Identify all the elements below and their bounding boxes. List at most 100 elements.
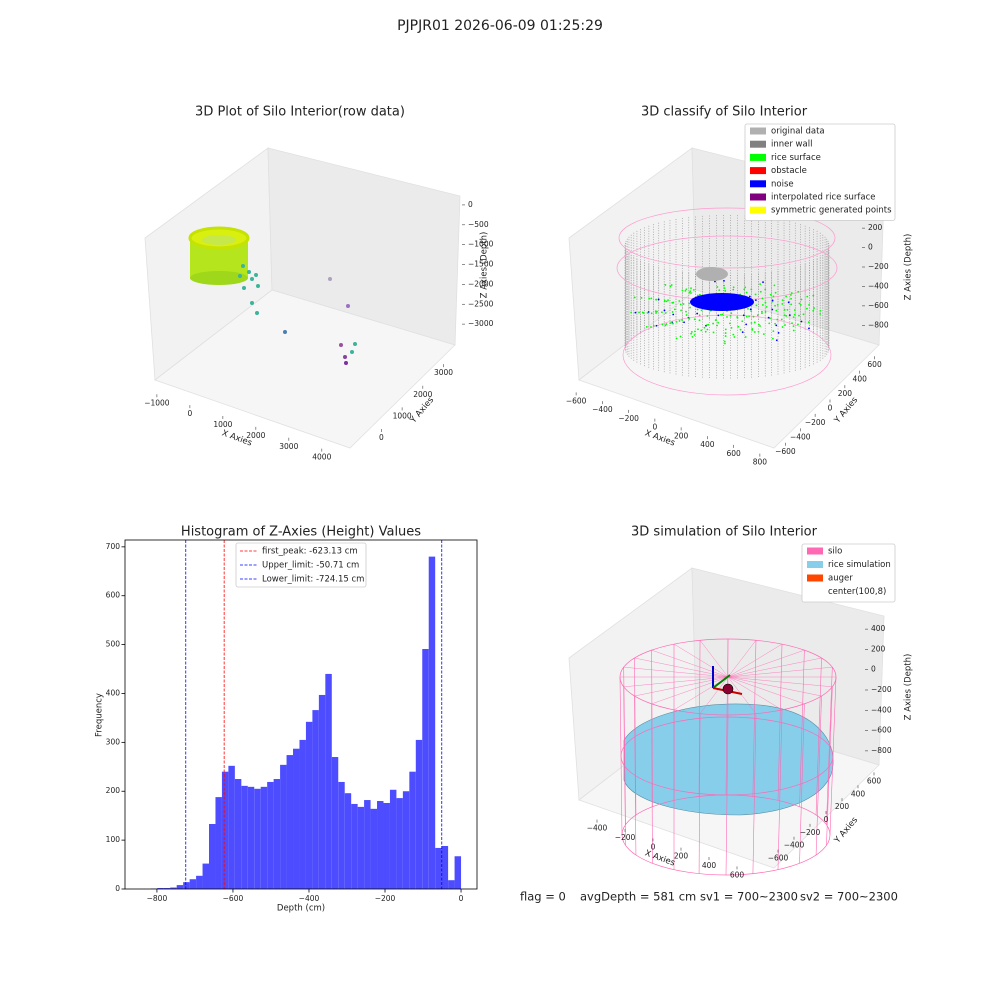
dot bbox=[724, 335, 727, 337]
y-tick-label: −200 bbox=[800, 828, 821, 837]
dot bbox=[685, 310, 687, 313]
bar bbox=[357, 806, 365, 889]
dot bbox=[648, 297, 651, 300]
dot bbox=[698, 314, 701, 317]
dot bbox=[756, 314, 759, 317]
dot bbox=[680, 309, 682, 312]
dot bbox=[762, 333, 765, 336]
x-tick-label: −200 bbox=[618, 414, 639, 423]
wall-ring bbox=[622, 314, 832, 396]
dot bbox=[675, 337, 678, 340]
dot bbox=[690, 332, 693, 335]
dot bbox=[781, 326, 784, 328]
legend-label: Upper_limit: -50.71 cm bbox=[262, 561, 359, 571]
dot bbox=[655, 298, 658, 301]
bar bbox=[247, 786, 255, 889]
legend-swatch bbox=[750, 180, 766, 188]
dot bbox=[663, 300, 666, 303]
dot bbox=[723, 279, 725, 282]
dot bbox=[771, 337, 774, 340]
dot bbox=[630, 311, 633, 314]
bar bbox=[157, 888, 164, 889]
dot bbox=[799, 304, 802, 306]
legend-swatch bbox=[750, 127, 766, 135]
silo-wire bbox=[727, 676, 805, 705]
y-tick-label: 200 bbox=[106, 786, 121, 795]
chart-title: Histogram of Z-Axies (Height) Values bbox=[181, 525, 421, 540]
dot bbox=[750, 288, 753, 291]
legend-swatch bbox=[750, 193, 766, 201]
dot bbox=[678, 320, 681, 322]
dot bbox=[717, 314, 720, 317]
dot bbox=[793, 309, 796, 311]
dot bbox=[669, 285, 672, 288]
y-axis-label: Frequency bbox=[95, 693, 105, 737]
dot bbox=[724, 332, 727, 334]
dot bbox=[657, 298, 660, 301]
bar bbox=[435, 847, 442, 889]
x-tick-label: 0 bbox=[459, 894, 464, 903]
silo-wire bbox=[651, 676, 729, 705]
dot bbox=[798, 302, 801, 305]
dot bbox=[663, 309, 666, 312]
dot bbox=[642, 312, 645, 314]
dot bbox=[773, 284, 776, 287]
bar bbox=[312, 710, 319, 889]
dot bbox=[759, 290, 762, 293]
dot bbox=[781, 303, 784, 305]
legend-label: rice surface bbox=[771, 153, 821, 163]
dot bbox=[638, 311, 640, 314]
bar bbox=[234, 779, 242, 889]
dot bbox=[690, 287, 692, 290]
dot bbox=[769, 293, 772, 296]
dot bbox=[670, 284, 673, 286]
y-tick-label: 100 bbox=[106, 835, 121, 844]
bar bbox=[273, 779, 281, 889]
dot bbox=[698, 293, 701, 296]
bar bbox=[254, 788, 261, 889]
y-tick-label: 700 bbox=[106, 542, 121, 551]
x-tick-label: −800 bbox=[147, 894, 168, 903]
dot bbox=[667, 299, 669, 302]
z-tick-label: −1500 bbox=[468, 260, 494, 269]
x-tick-label: 0 bbox=[652, 423, 657, 432]
dot bbox=[771, 308, 774, 311]
dot bbox=[698, 319, 701, 322]
legend-label: center(100,8) bbox=[828, 587, 886, 597]
x-tick-label: 0 bbox=[187, 409, 192, 418]
dot bbox=[750, 322, 753, 324]
dot bbox=[757, 323, 760, 326]
bar bbox=[370, 808, 378, 889]
dot bbox=[753, 321, 756, 324]
dot bbox=[808, 303, 810, 306]
dot bbox=[797, 323, 799, 326]
dot bbox=[716, 324, 718, 327]
z-tick-label: 400 bbox=[871, 624, 886, 633]
z-tick-label: −500 bbox=[468, 220, 489, 229]
dot bbox=[800, 320, 803, 323]
dot bbox=[724, 342, 726, 345]
dot bbox=[664, 324, 667, 327]
silo-wire bbox=[727, 657, 822, 678]
y-tick-label: 400 bbox=[851, 789, 866, 798]
x-tick-label: 200 bbox=[674, 431, 689, 440]
dot bbox=[665, 300, 668, 303]
legend-swatch bbox=[750, 153, 766, 161]
bar bbox=[351, 803, 358, 889]
dot bbox=[783, 314, 786, 316]
bar bbox=[305, 721, 313, 889]
y-tick-label: 600 bbox=[106, 591, 121, 600]
z-tick-label: −600 bbox=[871, 726, 892, 735]
legend-label: obstacle bbox=[771, 166, 807, 176]
z-tick-label: −600 bbox=[868, 301, 889, 310]
dot bbox=[650, 297, 653, 300]
dot bbox=[764, 311, 767, 313]
dot bbox=[754, 293, 757, 296]
x-tick-label: −400 bbox=[592, 405, 613, 414]
z-tick-label: 200 bbox=[868, 223, 883, 232]
simulation-surface bbox=[619, 638, 837, 876]
dot bbox=[714, 280, 716, 283]
dot bbox=[655, 312, 657, 314]
y-tick-label: 200 bbox=[835, 802, 850, 811]
dot bbox=[742, 314, 745, 317]
